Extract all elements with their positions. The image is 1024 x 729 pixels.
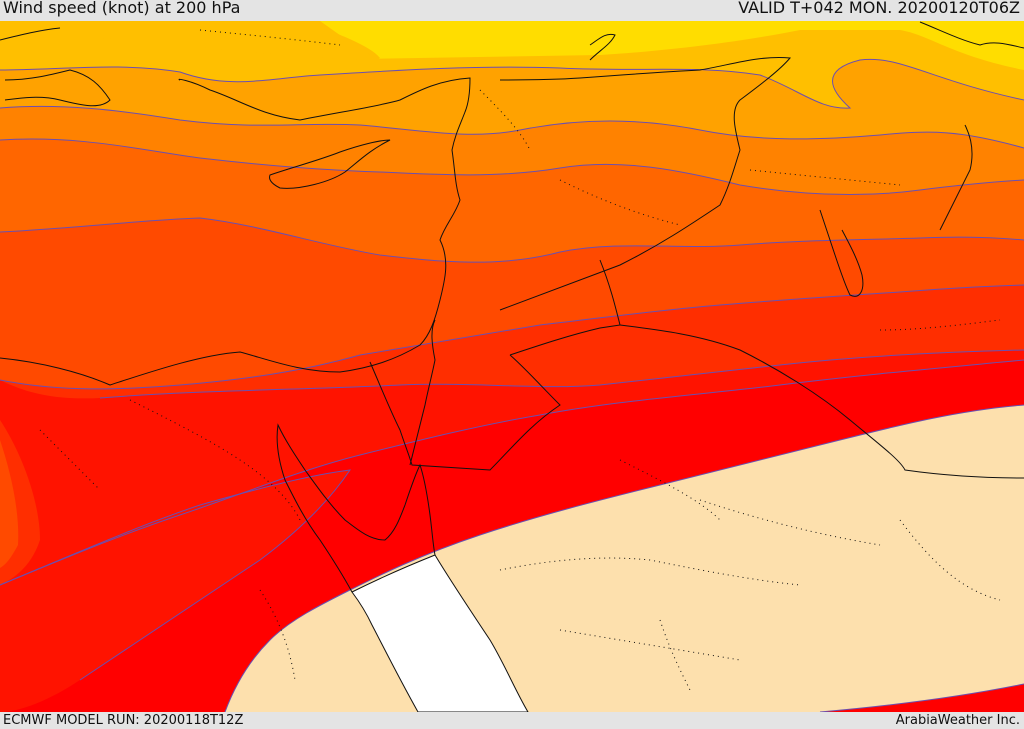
model-run: ECMWF MODEL RUN: 20200118T12Z: [3, 713, 244, 728]
contour-lines: [0, 58, 1024, 712]
band-sw-wedge: [0, 470, 350, 712]
coastlines: [0, 21, 1024, 593]
map-title: Wind speed (knot) at 200 hPa: [3, 0, 241, 17]
header-bar: Wind speed (knot) at 200 hPa VALID T+042…: [0, 0, 1024, 21]
footer-bar: ECMWF MODEL RUN: 20200118T12Z ArabiaWeat…: [0, 712, 1024, 729]
internal-borders: [39, 29, 1001, 691]
red-sea: [351, 554, 529, 712]
wind-speed-map: [0, 21, 1024, 712]
band-left-tongue-2: [0, 440, 19, 568]
credit: ArabiaWeather Inc.: [895, 713, 1020, 728]
valid-time: VALID T+042 MON. 20200120T06Z: [738, 0, 1020, 17]
band-se-red: [820, 684, 1024, 712]
band-light-orange-top: [0, 21, 380, 60]
map-canvas: [0, 21, 1024, 712]
